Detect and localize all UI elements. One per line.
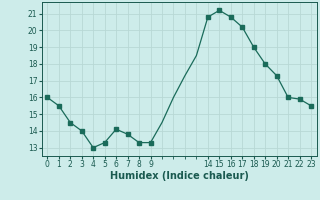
X-axis label: Humidex (Indice chaleur): Humidex (Indice chaleur) xyxy=(110,171,249,181)
